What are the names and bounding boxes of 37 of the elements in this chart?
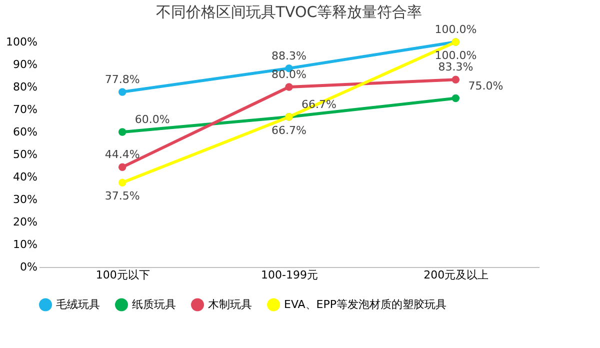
y-tick-label: 50% <box>13 148 38 161</box>
data-label: 44.4% <box>104 148 140 162</box>
data-label: 77.8% <box>104 72 140 86</box>
point <box>285 83 293 91</box>
data-label: 100.0% <box>434 49 477 62</box>
data-label: 66.7% <box>272 124 306 137</box>
point <box>452 76 460 84</box>
y-tick-label: 10% <box>13 238 38 251</box>
data-label: 83.3% <box>438 60 474 74</box>
data-label: 88.3% <box>272 49 306 62</box>
point <box>452 94 460 102</box>
legend-label: 木制玩具 <box>208 298 252 311</box>
data-label: 80.0% <box>272 68 306 81</box>
point <box>118 178 126 186</box>
y-tick-label: 60% <box>13 126 38 138</box>
x-tick-label: 100元以下 <box>96 268 150 282</box>
legend-label: EVA、EPP等发泡材质的塑胶玩具 <box>284 298 447 311</box>
point <box>118 88 126 96</box>
y-tick-label: 0% <box>20 260 38 274</box>
y-tick-label: 20% <box>13 216 38 228</box>
data-label: 100.0% <box>434 23 477 36</box>
y-tick-label: 90% <box>13 58 38 71</box>
y-tick-label: 70% <box>13 103 38 116</box>
point <box>118 163 126 171</box>
data-label: 75.0% <box>468 79 504 92</box>
chart-title: 不同价格区间玩具TVOC等释放量符合率 <box>156 3 422 21</box>
x-tick-label: 200元及以上 <box>424 268 489 282</box>
point <box>118 128 126 136</box>
legend-label: 纸质玩具 <box>132 298 176 311</box>
y-tick-label: 40% <box>13 170 38 184</box>
data-label: 60.0% <box>134 113 170 126</box>
y-tick-label: 100% <box>6 36 38 48</box>
y-tick-label: 30% <box>13 193 38 206</box>
y-tick-label: 80% <box>13 80 38 94</box>
data-label: 37.5% <box>104 190 140 203</box>
x-tick-label: 100-199元 <box>261 268 318 282</box>
legend-label: 毛绒玩具 <box>56 298 100 311</box>
